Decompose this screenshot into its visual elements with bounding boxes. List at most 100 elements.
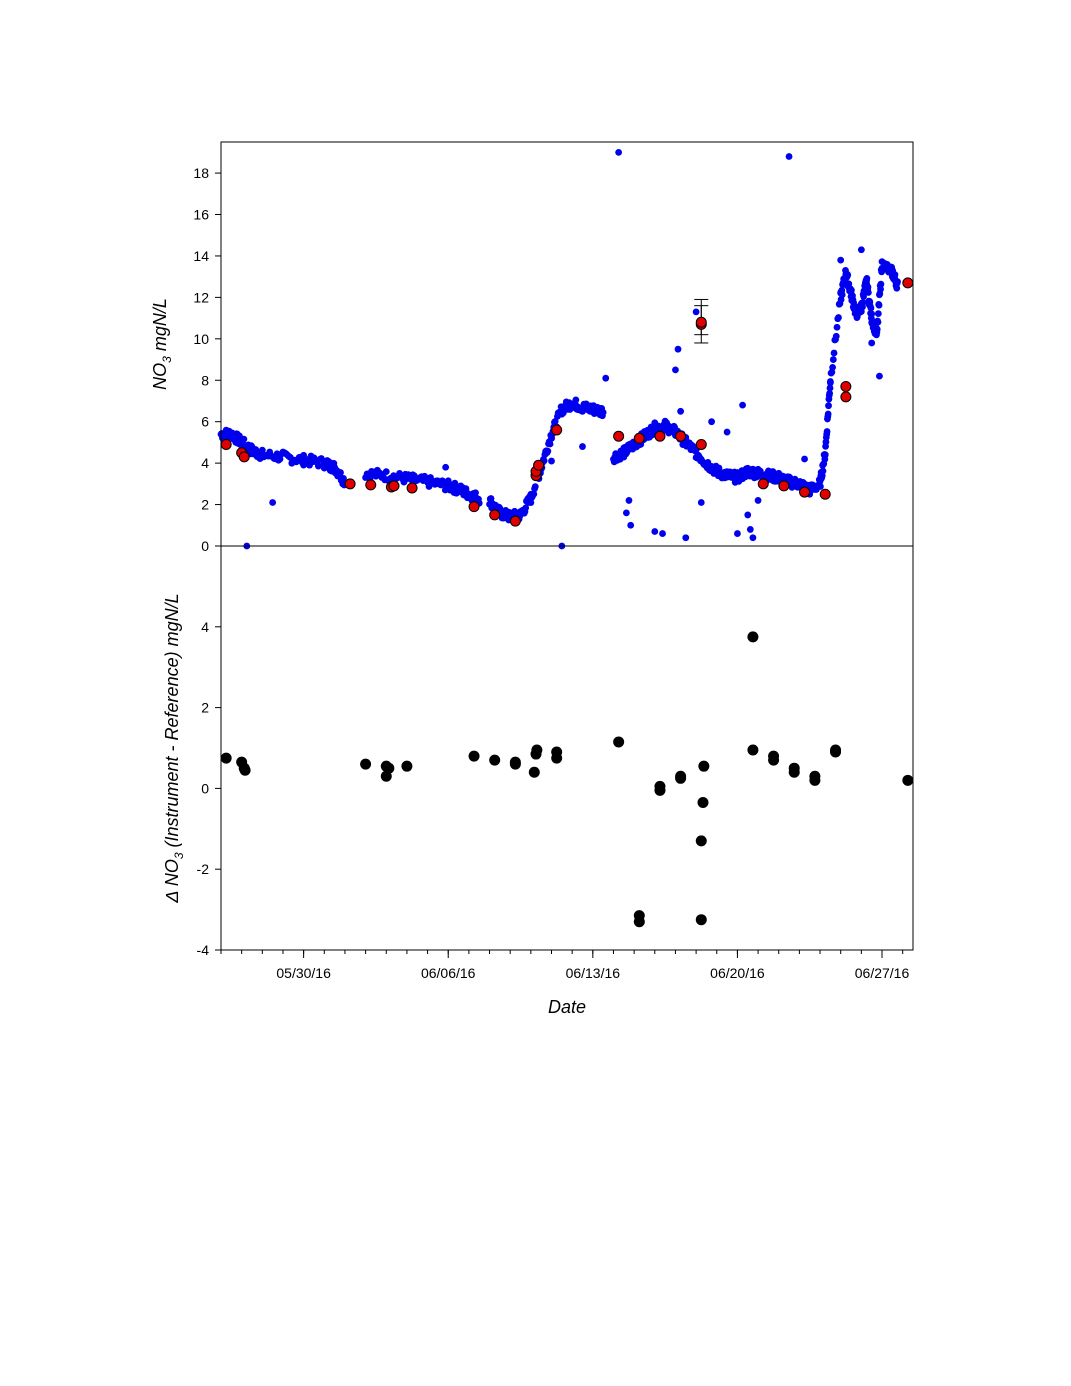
bottom-y-tick-label: -4	[197, 942, 210, 958]
reference-point	[633, 432, 645, 444]
top-y-tick-label: 16	[193, 207, 209, 223]
instrument-point	[864, 283, 872, 291]
instrument-point	[877, 280, 885, 288]
instrument-point	[868, 310, 876, 318]
instrument-point	[829, 364, 836, 371]
instrument-point	[522, 504, 530, 512]
reference-point	[406, 482, 418, 494]
difference-point	[768, 754, 780, 766]
top-y-tick-label: 10	[193, 331, 209, 347]
reference-point	[551, 424, 563, 436]
instrument-point	[875, 301, 883, 309]
instrument-outlier-point	[876, 372, 883, 380]
reference-point	[757, 478, 769, 490]
difference-point	[747, 744, 759, 756]
instrument-outlier-point	[627, 521, 635, 529]
instrument-outlier-point	[697, 499, 705, 506]
difference-point	[401, 760, 413, 772]
instrument-outlier-point	[744, 511, 752, 519]
instrument-outlier-point	[548, 457, 555, 465]
top-y-tick-label: 0	[201, 538, 209, 554]
x-axis: 05/30/16 06/06/16 06/13/16 06/20/16 06/27/16	[220, 950, 910, 981]
x-tick-label: 06/27/16	[855, 965, 910, 981]
top-y-tick-label: 18	[193, 165, 209, 181]
instrument-outlier-point	[682, 534, 690, 542]
instrument-point	[825, 402, 832, 410]
instrument-point	[891, 271, 899, 279]
instrument-point	[599, 408, 607, 416]
reference-point	[489, 509, 501, 521]
instrument-point	[821, 451, 829, 459]
bottom-plot-frame	[220, 545, 914, 951]
instrument-outlier-point	[579, 443, 586, 450]
instrument-point	[874, 318, 882, 326]
difference-point	[695, 835, 707, 847]
top-y-tick-label: 2	[201, 497, 209, 513]
instrument-outlier-point	[622, 509, 630, 517]
difference-point	[360, 758, 372, 770]
instrument-point	[826, 384, 834, 392]
bottom-y-title-prefix: Δ NO	[162, 859, 182, 903]
instrument-outlier-point	[708, 418, 715, 426]
bottom-y-tick-label: -2	[197, 861, 210, 877]
instrument-point	[258, 446, 266, 454]
reference-point	[799, 486, 811, 498]
top-y-axis-title: NO3 mgN/L	[150, 298, 174, 390]
bottom-y-axis: -4 -2 0 2 4	[197, 619, 221, 958]
x-axis-title: Date	[548, 997, 586, 1017]
difference-point	[695, 914, 707, 926]
instrument-outlier-point	[602, 374, 610, 382]
reference-point	[238, 451, 250, 463]
instrument-outlier-point	[625, 497, 633, 504]
instrument-point	[838, 291, 846, 299]
x-tick-label: 05/30/16	[276, 965, 331, 981]
instrument-outlier-point	[615, 148, 623, 156]
instrument-point	[544, 447, 552, 455]
top-y-tick-label: 8	[201, 372, 209, 388]
top-y-tick-label: 12	[193, 289, 209, 305]
bottom-y-title-rest: (Instrument - Reference) mgN/L	[162, 593, 182, 852]
instrument-point	[240, 435, 248, 443]
difference-point	[509, 758, 521, 770]
instrument-outlier-point	[672, 366, 679, 374]
instrument-outlier-point	[442, 463, 450, 471]
difference-point	[654, 784, 666, 796]
instrument-point	[572, 396, 580, 404]
reference-point	[468, 501, 480, 513]
instrument-point	[382, 468, 390, 476]
instrument-outlier-point	[837, 256, 845, 264]
instrument-point	[894, 278, 901, 286]
reference-point	[675, 430, 687, 442]
difference-point	[468, 750, 480, 762]
instrument-point	[877, 285, 884, 293]
x-tick-label: 06/13/16	[566, 965, 621, 981]
instrument-outlier-point	[659, 530, 666, 537]
instrument-point	[817, 483, 824, 490]
instrument-outlier-point	[677, 407, 685, 415]
instrument-outlier-point	[801, 455, 808, 463]
instrument-point	[824, 410, 832, 418]
difference-point	[788, 766, 800, 778]
top-y-tick-label: 6	[201, 414, 209, 430]
difference-point	[489, 754, 501, 766]
reference-point	[613, 430, 625, 442]
instrument-outlier-point	[857, 246, 865, 254]
difference-point	[747, 631, 759, 643]
bottom-y-title-sub: 3	[172, 852, 186, 859]
reference-point	[840, 391, 852, 403]
instrument-outlier-point	[734, 530, 741, 537]
instrument-point	[832, 332, 840, 340]
instrument-point	[864, 289, 872, 296]
bottom-y-axis-title: Δ NO3 (Instrument - Reference) mgN/L	[162, 593, 186, 903]
difference-point	[613, 736, 625, 748]
reference-point	[695, 316, 707, 328]
instrument-point	[530, 490, 538, 498]
instrument-point	[337, 469, 344, 476]
instrument-outlier-point	[754, 497, 762, 504]
difference-point	[531, 744, 543, 756]
top-y-axis: 0 2 4 6 8 10 12 14 16 18	[193, 165, 221, 554]
top-y-title-sub: 3	[160, 356, 174, 363]
instrument-point	[844, 271, 852, 279]
reference-point	[220, 438, 232, 450]
